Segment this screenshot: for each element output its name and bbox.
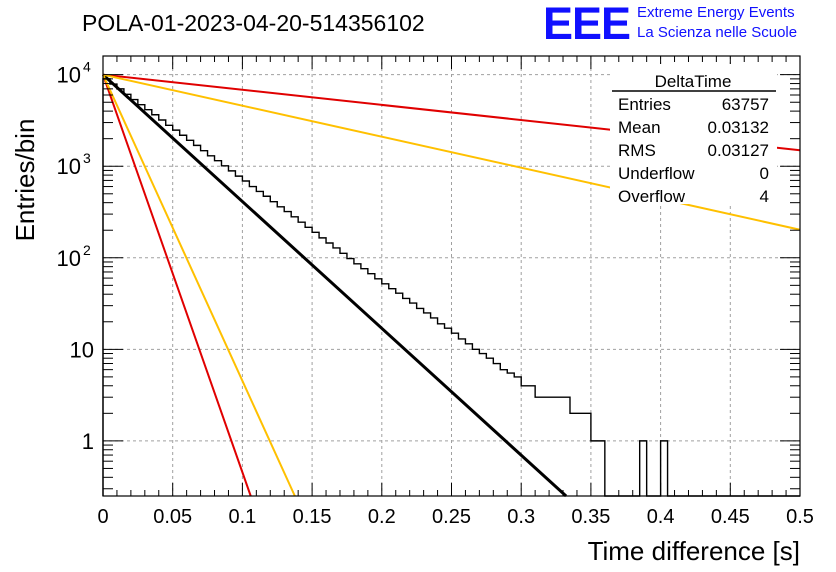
y-tick-exponent: 3 [83, 150, 91, 166]
x-tick-label: 0.25 [432, 506, 471, 528]
x-tick-label: 0.4 [647, 506, 675, 528]
stats-row-label: Overflow [618, 187, 686, 206]
stats-row-value: 63757 [722, 95, 769, 114]
stats-row-value: 0.03127 [708, 141, 769, 160]
y-tick-label: 10 [57, 246, 81, 271]
stats-row-label: Mean [618, 118, 661, 137]
x-tick-label: 0.2 [368, 506, 396, 528]
stats-row-value: 0 [760, 164, 769, 183]
stats-box-title: DeltaTime [655, 72, 732, 91]
stats-rows: Entries 63757 Mean 0.03132 RMS 0.03127 Underfl… [618, 95, 769, 206]
x-tick-label: 0.15 [293, 506, 332, 528]
stats-box: DeltaTime Entries 63757 Mean 0.03132 RMS 0.03… [610, 64, 777, 206]
y-tick-label: 10 [57, 154, 81, 179]
y-tick-exponent: 4 [83, 59, 91, 75]
stats-row-label: Entries [618, 95, 671, 114]
y-tick-label: 10 [57, 63, 81, 88]
eee-logo: EEE [543, 0, 631, 49]
stats-row-value: 4 [760, 187, 769, 206]
x-tick-label: 0.45 [711, 506, 750, 528]
x-tick-label: 0.1 [228, 506, 256, 528]
axis-ticks [102, 56, 801, 496]
logo-line-2: La Scienza nelle Scuole [637, 24, 798, 41]
stats-box-bg [610, 64, 777, 204]
page-title: POLA-01-2023-04-20-514356102 [82, 10, 425, 36]
y-tick-label: 10 [70, 337, 94, 362]
stats-row-label: RMS [618, 141, 656, 160]
x-tick-label: 0.3 [507, 506, 535, 528]
fit-line-upper-fast [102, 74, 252, 497]
y-axis-label: Entries/bin [10, 119, 40, 242]
y-tick-label: 1 [82, 429, 94, 454]
stats-row-value: 0.03132 [708, 118, 769, 137]
x-tick-label: 0 [97, 506, 108, 528]
x-tick-labels: 0 0.05 0.1 0.15 0.2 0.25 0.3 0.35 0.4 0.45 0.5 [97, 506, 813, 528]
x-axis-label: Time difference [s] [588, 536, 800, 566]
fit-line-fit [101, 73, 568, 498]
x-tick-label: 0.5 [786, 506, 814, 528]
stats-row-label: Underflow [618, 164, 695, 183]
y-tick-exponent: 2 [83, 242, 91, 258]
x-tick-label: 0.05 [153, 506, 192, 528]
logo-line-1: Extreme Energy Events [637, 4, 795, 21]
fit-line-mid-fast [102, 74, 296, 497]
x-tick-label: 0.35 [571, 506, 610, 528]
